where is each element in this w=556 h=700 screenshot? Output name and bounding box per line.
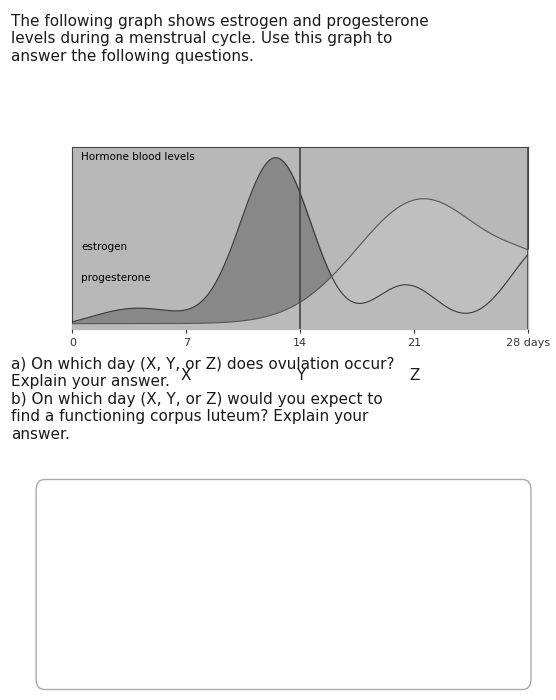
Text: estrogen: estrogen xyxy=(81,242,127,252)
Text: The following graph shows estrogen and progesterone
levels during a menstrual cy: The following graph shows estrogen and p… xyxy=(11,14,429,64)
Text: a) On which day (X, Y, or Z) does ovulation occur?
Explain your answer.
b) On wh: a) On which day (X, Y, or Z) does ovulat… xyxy=(11,357,395,442)
Text: progesterone: progesterone xyxy=(81,273,151,283)
Text: Z: Z xyxy=(409,368,419,382)
Text: X: X xyxy=(181,368,191,382)
Text: Hormone blood levels: Hormone blood levels xyxy=(81,153,195,162)
Text: Y: Y xyxy=(296,368,305,382)
